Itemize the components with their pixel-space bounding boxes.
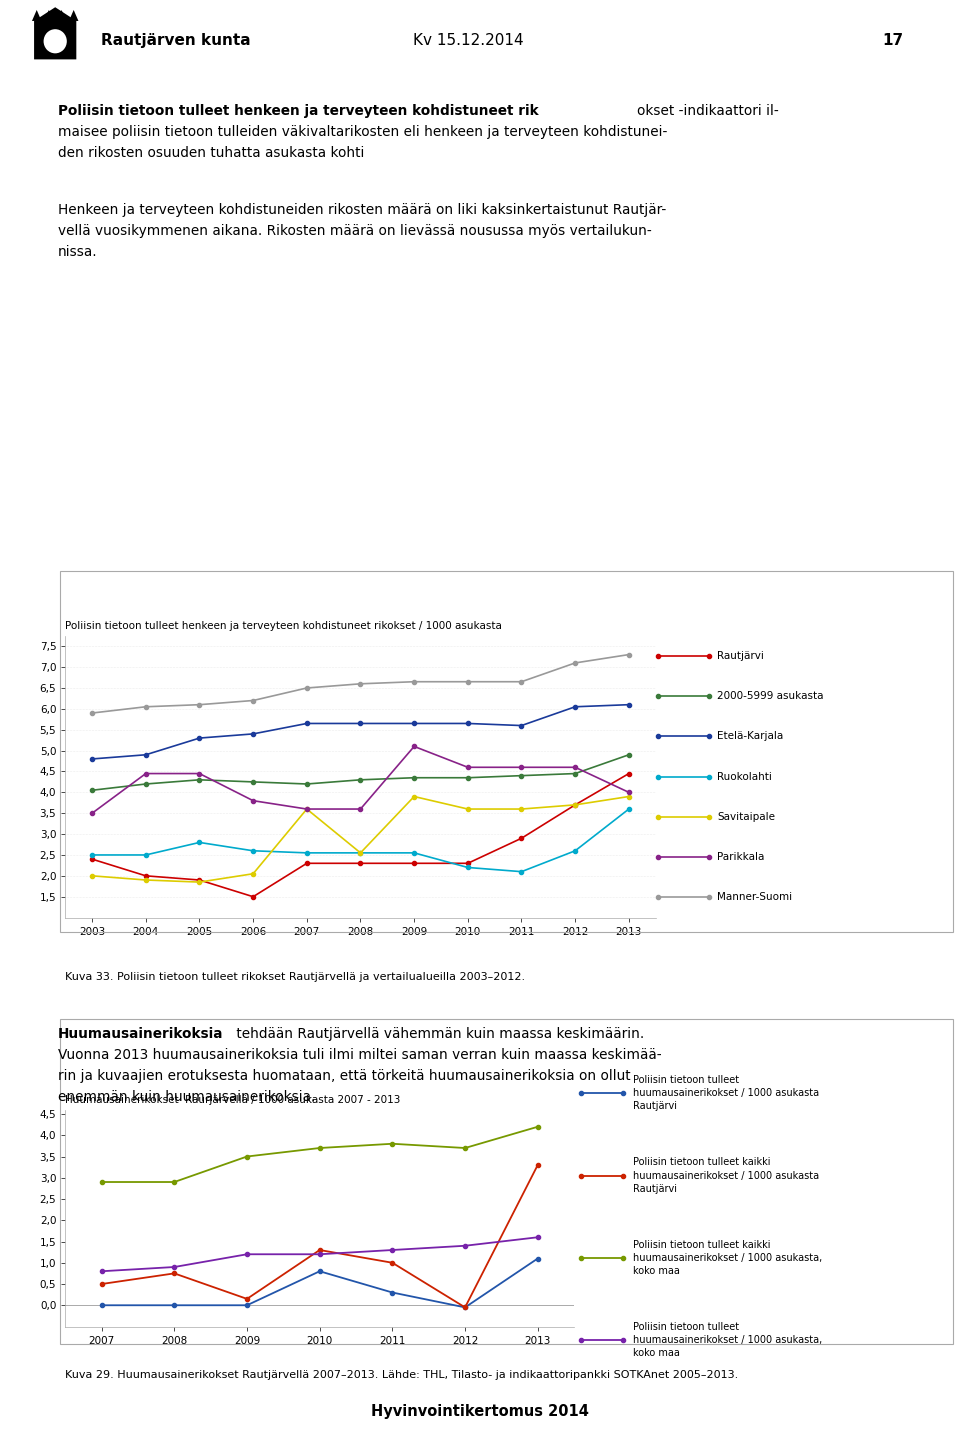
Text: Etelä-Karjala: Etelä-Karjala	[717, 731, 783, 741]
Text: vellä vuosikymmenen aikana. Rikosten määrä on lievässä nousussa myös vertailukun: vellä vuosikymmenen aikana. Rikosten mää…	[58, 224, 651, 238]
Text: Poliisin tietoon tulleet
huumausainerikokset / 1000 asukasta,
koko maa: Poliisin tietoon tulleet huumausaineriko…	[634, 1322, 823, 1358]
Text: Poliisin tietoon tulleet
huumausainerikokset / 1000 asukasta
Rautjärvi: Poliisin tietoon tulleet huumausaineriko…	[634, 1075, 820, 1111]
Text: maisee poliisin tietoon tulleiden väkivaltarikosten eli henkeen ja terveyteen ko: maisee poliisin tietoon tulleiden väkiva…	[58, 124, 667, 139]
Text: Manner-Suomi: Manner-Suomi	[717, 893, 792, 903]
Text: Huumausainerikokset  Raurjärvellä / 1000 asukasta 2007 - 2013: Huumausainerikokset Raurjärvellä / 1000 …	[65, 1095, 400, 1105]
Text: Rautjärvi: Rautjärvi	[717, 650, 764, 660]
Text: Hyvinvointikertomus 2014: Hyvinvointikertomus 2014	[372, 1405, 588, 1419]
Text: Kv 15.12.2014: Kv 15.12.2014	[413, 33, 523, 48]
Text: Poliisin tietoon tulleet kaikki
huumausainerikokset / 1000 asukasta
Rautjärvi: Poliisin tietoon tulleet kaikki huumausa…	[634, 1157, 820, 1194]
Text: enemmän kuin huumausainerikoksia.: enemmän kuin huumausainerikoksia.	[58, 1090, 315, 1104]
Text: rin ja kuvaajien erotuksesta huomataan, että törkeitä huumausainerikoksia on oll: rin ja kuvaajien erotuksesta huomataan, …	[58, 1069, 630, 1084]
Text: Huumausainerikoksia: Huumausainerikoksia	[58, 1027, 223, 1042]
Text: Ruokolahti: Ruokolahti	[717, 772, 772, 782]
Text: okset -indikaattori il-: okset -indikaattori il-	[637, 104, 779, 118]
Text: Poliisin tietoon tulleet kaikki
huumausainerikokset / 1000 asukasta,
koko maa: Poliisin tietoon tulleet kaikki huumausa…	[634, 1240, 823, 1276]
Text: nissa.: nissa.	[58, 244, 97, 259]
Text: Poliisin tietoon tulleet henkeen ja terveyteen kohdistuneet rikokset -indikaatto: Poliisin tietoon tulleet henkeen ja terv…	[58, 95, 622, 110]
Text: Poliisin tietoon tulleet henkeen ja terveyteen kohdistuneet rik: Poliisin tietoon tulleet henkeen ja terv…	[58, 104, 539, 118]
Text: Henkeen ja terveyteen kohdistuneiden rikosten määrä on liki kaksinkertaistunut R: Henkeen ja terveyteen kohdistuneiden rik…	[58, 204, 666, 217]
Text: Kuva 29. Huumausainerikokset Rautjärvellä 2007–2013. Lähde: THL, Tilasto- ja ind: Kuva 29. Huumausainerikokset Rautjärvell…	[65, 1370, 738, 1380]
Text: Vuonna 2013 huumausainerikoksia tuli ilmi miltei saman verran kuin maassa keskim: Vuonna 2013 huumausainerikoksia tuli ilm…	[58, 1049, 661, 1062]
Text: den rikosten osuuden tuhatta asukasta kohti: den rikosten osuuden tuhatta asukasta ko…	[58, 146, 364, 160]
Polygon shape	[69, 10, 79, 20]
Text: Rautjärven kunta: Rautjärven kunta	[101, 33, 251, 48]
Polygon shape	[44, 10, 54, 20]
Circle shape	[43, 29, 67, 53]
Text: Kuva 33. Poliisin tietoon tulleet rikokset Rautjärvellä ja vertailualueilla 2003: Kuva 33. Poliisin tietoon tulleet rikoks…	[65, 972, 525, 983]
Polygon shape	[57, 10, 66, 20]
Polygon shape	[35, 7, 76, 59]
Text: tehdään Rautjärvellä vähemmän kuin maassa keskimäärin.: tehdään Rautjärvellä vähemmän kuin maass…	[232, 1027, 644, 1042]
Polygon shape	[32, 10, 41, 20]
Text: 17: 17	[882, 33, 903, 48]
Text: Poliisin tietoon tulleet henkeen ja terveyteen kohdistuneet rikokset / 1000 asuk: Poliisin tietoon tulleet henkeen ja terv…	[65, 621, 502, 631]
Text: 2000-5999 asukasta: 2000-5999 asukasta	[717, 691, 824, 701]
Text: Savitaipale: Savitaipale	[717, 812, 775, 822]
Text: Parikkala: Parikkala	[717, 853, 764, 863]
